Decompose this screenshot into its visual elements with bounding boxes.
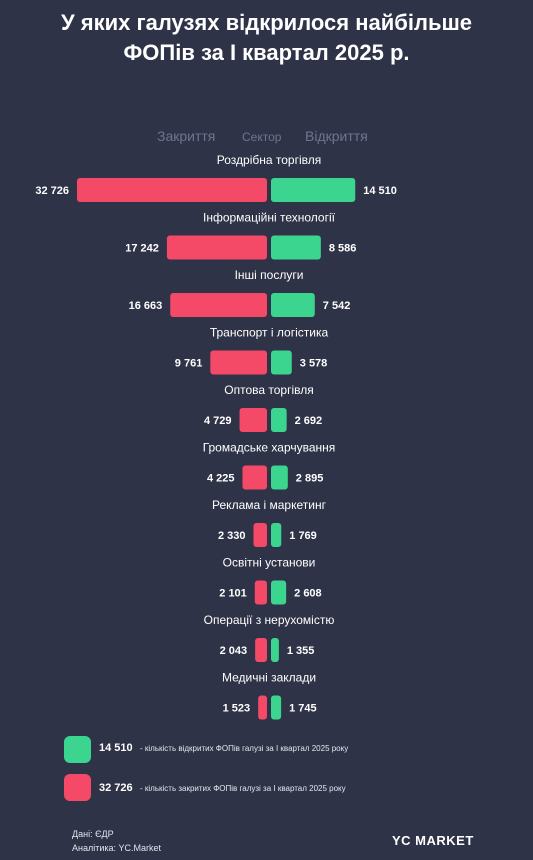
bar-closed	[170, 293, 267, 317]
chart-title-line1: У яких галузях відкрилося найбільше	[60, 10, 473, 35]
legend-closed-value: 32 726	[99, 782, 133, 794]
source-data: Дані: ЄДР	[72, 829, 114, 839]
bar-closed	[239, 408, 267, 432]
value-label-closed: 1 523	[223, 703, 251, 715]
legend-closed-text: - кількість закритих ФОПів галузі за І к…	[140, 784, 346, 793]
sector-label: Освітні установи	[223, 556, 316, 570]
legend-opened-value: 14 510	[99, 742, 133, 754]
sector-label: Операції з нерухомістю	[204, 613, 335, 627]
value-label-closed: 9 761	[175, 358, 203, 370]
value-label-opened: 1 355	[287, 645, 315, 657]
value-label-closed: 2 330	[218, 530, 246, 542]
bar-closed	[255, 638, 267, 662]
bar-opened	[271, 350, 292, 375]
source-analytics: Аналітика: YC.Market	[72, 843, 162, 853]
bar-opened	[271, 580, 287, 605]
bar-closed	[242, 465, 267, 490]
value-label-opened: 1 745	[289, 703, 317, 715]
legend-opened-text: - кількість відкритих ФОПів галузі за І …	[140, 744, 349, 753]
value-label-opened: 7 542	[323, 300, 351, 312]
bar-closed	[253, 523, 267, 547]
sector-label: Громадське харчування	[203, 441, 336, 455]
value-label-opened: 2 608	[294, 588, 322, 600]
sector-label: Інші послуги	[235, 268, 304, 282]
bar-opened	[271, 465, 288, 490]
value-label-opened: 2 692	[295, 415, 323, 427]
value-label-opened: 8 586	[329, 243, 357, 255]
brand-logo: YC MARKET	[392, 833, 474, 848]
value-label-closed: 2 101	[219, 588, 247, 600]
sector-label: Роздрібна торгівля	[217, 153, 321, 167]
value-label-opened: 14 510	[363, 185, 397, 197]
bar-opened	[271, 523, 282, 547]
chart-title: У яких галузях відкрилося найбільше ФОПі…	[0, 8, 533, 68]
value-label-opened: 2 895	[296, 473, 324, 485]
bar-opened	[271, 178, 356, 202]
sector-label: Медичні заклади	[222, 671, 316, 685]
value-label-closed: 2 043	[220, 645, 248, 657]
value-label-closed: 17 242	[125, 243, 159, 255]
bar-opened	[271, 408, 287, 432]
column-header-closed: Закриття	[157, 128, 216, 144]
bar-opened	[271, 235, 321, 260]
value-label-opened: 3 578	[300, 358, 328, 370]
sector-label: Реклама і маркетинг	[212, 498, 327, 512]
legend-swatch-closed	[64, 774, 91, 801]
bar-opened	[271, 293, 315, 317]
bar-closed	[254, 580, 267, 605]
value-label-closed: 16 663	[129, 300, 163, 312]
bar-closed	[166, 235, 267, 260]
legend-swatch-opened	[64, 736, 91, 763]
bar-opened	[271, 695, 282, 720]
bar-closed	[210, 350, 267, 375]
value-label-closed: 4 729	[204, 415, 232, 427]
column-header-opened: Відкриття	[305, 128, 368, 144]
sector-label: Інформаційні технології	[203, 211, 336, 225]
value-label-closed: 4 225	[207, 473, 235, 485]
value-label-closed: 32 726	[35, 185, 69, 197]
value-label-opened: 1 769	[289, 530, 317, 542]
bar-closed	[77, 178, 267, 202]
sector-label: Оптова торгівля	[224, 383, 313, 397]
column-header-sector: Сектор	[242, 130, 282, 144]
bar-opened	[271, 638, 279, 662]
diverging-bar-chart: Роздрібна торгівля 32 726 14 510 Інформацій…	[35, 153, 397, 720]
chart-title-line2: ФОПів за І квартал 2025 р.	[123, 40, 410, 65]
bar-closed	[258, 695, 267, 720]
sector-label: Транспорт і логістика	[210, 326, 329, 340]
